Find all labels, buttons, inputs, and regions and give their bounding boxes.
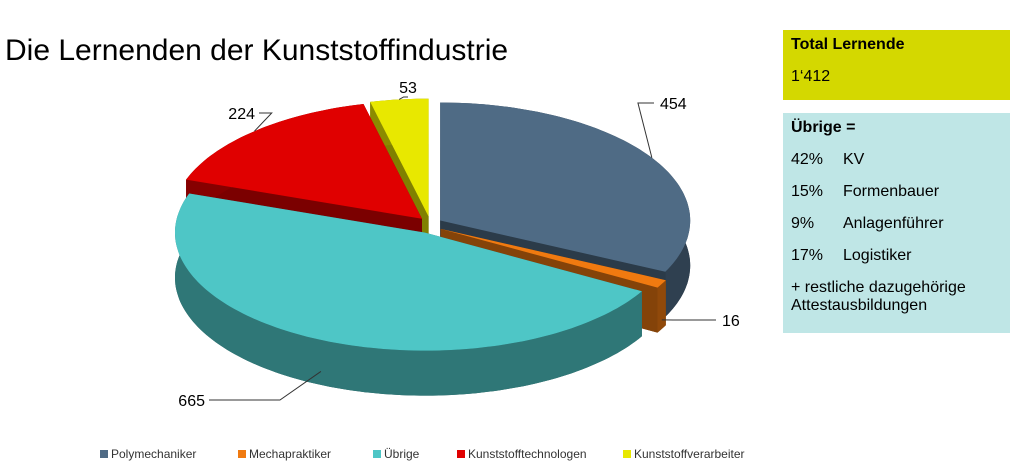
leader-line [254,112,273,132]
legend-swatch [457,450,465,458]
total-title: Total Lernende [791,36,905,53]
legend-swatch [623,450,631,458]
legend-swatch [238,450,246,458]
other-row: 42% KV [791,151,1002,169]
value-label: 16 [722,313,740,330]
slice [440,228,666,288]
other-percent: 42% [791,151,824,168]
other-label: Logistiker [843,247,912,264]
slice-side [657,280,666,333]
legend-swatch [100,450,108,458]
other-box: Übrige = 42% KV 15% Formenbauer 9% Anlagenfüh… [783,113,1010,333]
slice [370,98,429,217]
leader-line [398,96,408,100]
value-label: 53 [399,80,417,97]
other-percent: 15% [791,183,824,200]
value-label: 454 [660,96,687,113]
legend-label: Übrige [384,447,420,461]
slice [175,193,642,351]
other-percent: 17% [791,247,824,264]
value-label: 224 [228,106,255,123]
other-row: 9% Anlagenführer [791,215,1002,233]
total-value: 1‘412 [791,68,831,85]
other-label: Formenbauer [843,183,940,200]
other-label: KV [843,151,865,168]
total-box: Total Lernende 1‘412 [783,30,1010,100]
other-row: 15% Formenbauer [791,183,1002,201]
other-title: Übrige = [791,119,856,136]
chart: Die Lernenden der Kunststoffindustrie 45… [5,34,745,461]
slice [440,102,691,272]
other-rows: 42% KV 15% Formenbauer 9% Anlagenführer 17% Log… [791,151,1002,265]
legend-label: Polymechaniker [111,447,196,461]
slice [186,104,422,219]
leader-line [637,102,654,158]
legend-label: Kunststofftechnologen [468,447,587,461]
other-label: Anlagenführer [843,215,944,232]
legend-swatch [373,450,381,458]
leader-line [209,371,322,401]
other-note: + restliche dazugehörige Attestausbildun… [791,279,966,314]
other-percent: 9% [791,215,815,232]
slice-side [175,193,642,396]
other-row: 17% Logistiker [791,247,1002,265]
chart-title: Die Lernenden der Kunststoffindustrie [5,34,508,67]
legend-label: Kunststoffverarbeiter [634,447,745,461]
legend-label: Mechapraktiker [249,447,331,461]
value-label: 665 [178,393,205,410]
